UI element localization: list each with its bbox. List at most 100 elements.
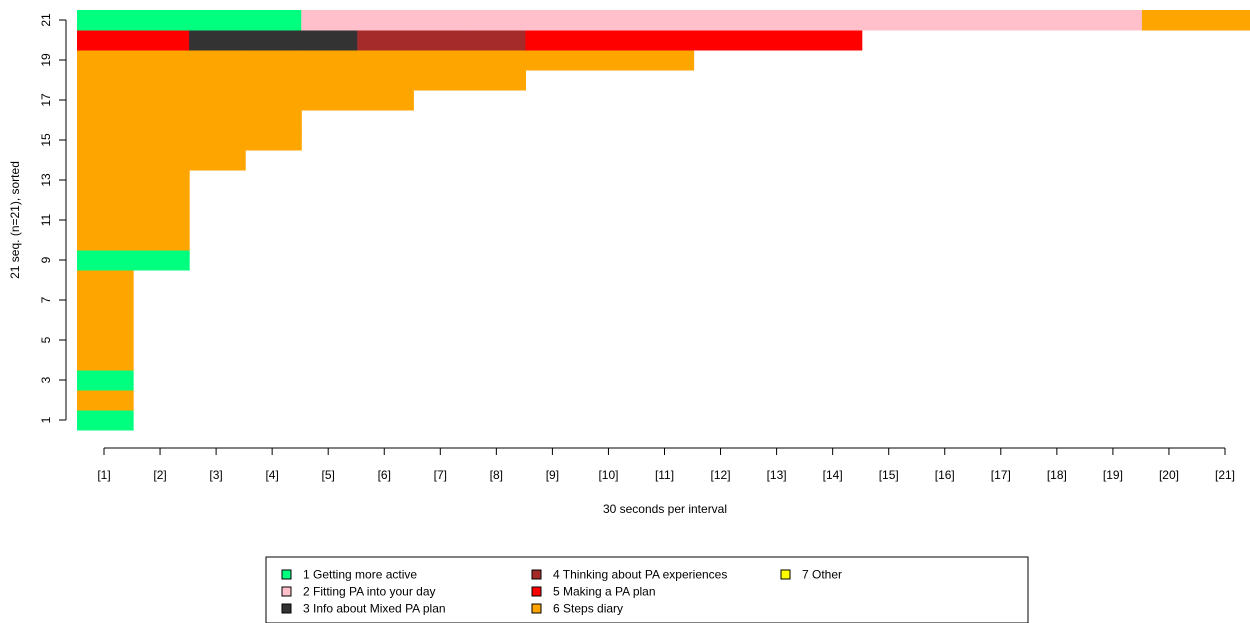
legend-label-3: 3 Info about Mixed PA plan — [303, 602, 446, 616]
cell-seq18-t7 — [413, 70, 470, 91]
legend-swatch-4 — [531, 569, 542, 580]
cell-seq3-t1 — [77, 370, 134, 391]
cell-seq20-t12 — [693, 30, 751, 51]
cell-seq8-t1 — [77, 270, 134, 291]
cell-seq6-t1 — [77, 310, 134, 331]
cell-seq18-t5 — [301, 70, 358, 91]
cell-seq20-t2 — [133, 30, 190, 51]
y-tick-label: 9 — [39, 256, 53, 263]
x-tick-label: [20] — [1159, 468, 1179, 482]
cell-seq15-t1 — [77, 130, 134, 151]
x-tick-label: [3] — [209, 468, 222, 482]
x-tick-label: [11] — [655, 468, 674, 482]
cell-seq18-t3 — [189, 70, 246, 91]
cell-seq10-t2 — [133, 230, 190, 251]
cell-seq21-t10 — [581, 10, 639, 31]
cell-seq15-t3 — [189, 130, 246, 151]
x-tick-label: [10] — [598, 468, 618, 482]
y-tick-label: 13 — [39, 173, 53, 187]
cell-seq21-t7 — [413, 10, 470, 31]
cell-seq19-t4 — [245, 50, 302, 71]
cell-seq2-t1 — [77, 390, 134, 411]
cell-seq12-t2 — [133, 190, 190, 211]
x-tick-label: [5] — [322, 468, 335, 482]
x-axis-label: 30 seconds per interval — [603, 502, 727, 516]
cell-seq18-t1 — [77, 70, 134, 91]
cell-seq17-t4 — [245, 90, 302, 111]
legend-label-2: 2 Fitting PA into your day — [303, 585, 436, 599]
y-tick-label: 7 — [39, 296, 53, 303]
cell-seq21-t12 — [693, 10, 751, 31]
y-tick-label: 19 — [39, 53, 53, 67]
legend-box — [265, 556, 1029, 623]
cell-seq18-t6 — [357, 70, 414, 91]
legend-swatch-5 — [531, 586, 542, 597]
cell-seq21-t5 — [301, 10, 358, 31]
x-tick-label: [8] — [490, 468, 503, 482]
cell-seq11-t1 — [77, 210, 134, 231]
cell-seq18-t2 — [133, 70, 190, 91]
cell-seq1-t1 — [77, 410, 134, 431]
cell-seq20-t8 — [469, 30, 526, 51]
cell-seq20-t3 — [189, 30, 246, 51]
x-axis: [1] [2] [3] [4] [5] [6] [7] [8] [9] [10] [11] [12] [… — [97, 447, 1235, 482]
x-tick-label: [17] — [991, 468, 1011, 482]
cell-seq20-t7 — [413, 30, 470, 51]
cell-seq20-t11 — [637, 30, 695, 51]
y-tick-label: 21 — [39, 13, 53, 27]
cell-seq17-t2 — [133, 90, 190, 111]
cell-seq13-t2 — [133, 170, 190, 191]
legend-label-6: 6 Steps diary — [553, 602, 623, 616]
cell-seq21-t4 — [245, 10, 302, 31]
cell-seq21-t9 — [525, 10, 583, 31]
cell-seq20-t4 — [245, 30, 302, 51]
x-tick-label: [1] — [97, 468, 110, 482]
cell-seq21-t18 — [1029, 10, 1087, 31]
cell-seq16-t3 — [189, 110, 246, 131]
cell-seq20-t9 — [525, 30, 583, 51]
cell-seq21-t14 — [805, 10, 863, 31]
y-tick-label: 15 — [39, 133, 53, 147]
cell-seq19-t9 — [525, 50, 583, 71]
y-tick-label: 1 — [39, 416, 53, 423]
cell-seq20-t14 — [805, 30, 863, 51]
y-tick-label: 5 — [39, 336, 53, 343]
cell-seq21-t3 — [189, 10, 246, 31]
cell-seq21-t6 — [357, 10, 414, 31]
x-tick-label: [14] — [823, 468, 843, 482]
legend-label-4: 4 Thinking about PA experiences — [553, 568, 727, 582]
x-tick-label: [6] — [378, 468, 391, 482]
sequence-bars — [77, 10, 1250, 431]
cell-seq21-t19 — [1085, 10, 1143, 31]
x-tick-label: [4] — [265, 468, 278, 482]
cell-seq19-t5 — [301, 50, 358, 71]
cell-seq20-t10 — [581, 30, 639, 51]
cell-seq21-t21 — [1198, 10, 1250, 31]
cell-seq21-t20 — [1141, 10, 1199, 31]
cell-seq20-t1 — [77, 30, 134, 51]
x-tick-label: [18] — [1047, 468, 1067, 482]
cell-seq10-t1 — [77, 230, 134, 251]
cell-seq19-t10 — [581, 50, 639, 71]
x-tick-label: [16] — [935, 468, 955, 482]
x-tick-label: [12] — [711, 468, 731, 482]
cell-seq4-t1 — [77, 350, 134, 371]
cell-seq5-t1 — [77, 330, 134, 351]
cell-seq21-t1 — [77, 10, 134, 31]
x-tick-label: [7] — [434, 468, 447, 482]
cell-seq20-t6 — [357, 30, 414, 51]
cell-seq20-t5 — [301, 30, 358, 51]
cell-seq17-t1 — [77, 90, 134, 111]
cell-seq16-t4 — [245, 110, 302, 131]
x-tick-label: [21] — [1215, 468, 1235, 482]
legend-label-1: 1 Getting more active — [303, 568, 417, 582]
cell-seq14-t3 — [189, 150, 246, 171]
x-tick-label: [2] — [153, 468, 166, 482]
cell-seq19-t3 — [189, 50, 246, 71]
y-tick-label: 17 — [39, 93, 53, 107]
cell-seq13-t1 — [77, 170, 134, 191]
cell-seq16-t2 — [133, 110, 190, 131]
cell-seq17-t6 — [357, 90, 414, 111]
cell-seq15-t2 — [133, 130, 190, 151]
